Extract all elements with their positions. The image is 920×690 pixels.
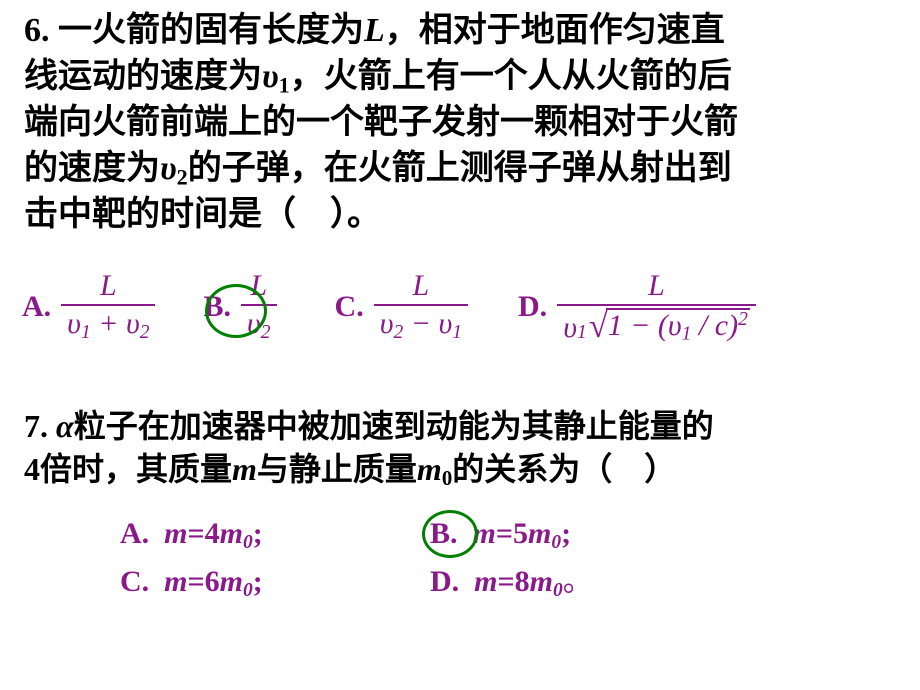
q6-b-dv: υ (247, 307, 261, 340)
q6-d-rslash: / (691, 308, 714, 341)
q6-d-dv1: υ (563, 312, 577, 344)
q6-t2b: ，火箭上有一个人从火箭的后 (290, 58, 732, 95)
q6-c-minus: − (403, 307, 438, 340)
q6-t5: 击中靶的时间是（ ）。 (24, 196, 381, 233)
q7-d-label: D. (430, 565, 459, 598)
q6-t2a: 线运动的速度为 (24, 58, 262, 95)
q7-c-lhs: m (164, 565, 187, 598)
physics-slide: 6. 一火箭的固有长度为L，相对于地面作匀速直 线运动的速度为υ1，火箭上有一个… (0, 0, 920, 690)
q6-v2: υ (160, 150, 177, 187)
q7-t1a: 粒子在加速器中被加速到动能为其静止能量的 (74, 408, 714, 444)
q7-a-rhs: m (220, 517, 243, 550)
q6-c-dv1: υ (438, 307, 452, 340)
q6-a-ds2: 2 (140, 322, 150, 343)
q6-c-label: C. (335, 290, 364, 324)
q6-d-frac: L υ1 √ 1 − (υ1 / c)2 (557, 270, 756, 344)
q6-d-num: L (648, 269, 665, 302)
q6-c-num: L (413, 269, 430, 302)
q7-c-rsub: 0 (243, 580, 253, 601)
q6-a-num: L (100, 269, 117, 302)
q7-m0s: 0 (442, 467, 452, 490)
q6-choice-c[interactable]: C. L υ2 − υ1 (335, 270, 468, 343)
q7-choice-b[interactable]: B. m=5m0; (430, 510, 571, 558)
q6-v1: υ (262, 58, 279, 95)
q7-text: 7. α粒子在加速器中被加速到动能为其静止能量的 4倍时，其质量m与静止质量m0… (24, 405, 904, 493)
q7-d-rhs: m (530, 565, 553, 598)
q7-b-eq: =5 (496, 517, 528, 550)
q7-b-label: B. (430, 517, 458, 550)
q6-t1a: 一火箭的固有长度为 (58, 12, 364, 49)
q7-choice-c[interactable]: C. m=6m0; (120, 558, 430, 606)
q6-d-rc: c (715, 308, 728, 341)
q6-t4a: 的速度为 (24, 150, 160, 187)
q7-d-lhs: m (474, 565, 497, 598)
q6-d-rs1: 1 (682, 323, 692, 344)
q6-c-ds2: 2 (393, 322, 403, 343)
q6-choice-d[interactable]: D. L υ1 √ 1 − (υ1 / c)2 (518, 270, 756, 344)
q7-c-eq: =6 (188, 565, 220, 598)
q7-d-eq: =8 (498, 565, 530, 598)
q6-a-frac: L υ1 + υ2 (61, 270, 155, 343)
q6-d-ds1: 1 (577, 323, 587, 343)
q6-c-frac: L υ2 − υ1 (374, 270, 468, 343)
q7-d-rsub: 0 (553, 580, 563, 601)
q7-a-lhs: m (164, 517, 187, 550)
q7-b-rhs: m (528, 517, 551, 550)
q7-c-label: C. (120, 565, 149, 598)
q6-d-sqrt: √ 1 − (υ1 / c)2 (589, 308, 750, 344)
q6-d-rclose: ) (728, 308, 738, 341)
q6-b-label: B. (203, 290, 231, 324)
q7-m: m (232, 451, 257, 487)
q7-d-semi: 。 (563, 565, 593, 598)
q6-c-dv2: υ (380, 307, 394, 340)
q6-d-rv1: υ (668, 308, 682, 341)
q6-b-ds: 2 (261, 322, 271, 343)
q6-choice-b[interactable]: B. L υ2 (203, 270, 276, 343)
q6-choice-a[interactable]: A. L υ1 + υ2 (22, 270, 155, 343)
q6-choices: A. L υ1 + υ2 B. L υ2 C. (22, 270, 756, 344)
q7-b-lhs: m (473, 517, 496, 550)
q7-b-semi: ; (561, 517, 571, 550)
q6-a-dv2: υ (126, 307, 140, 340)
q7-a-semi: ; (253, 517, 263, 550)
q6-c-ds1: 1 (452, 322, 462, 343)
q7-b-rsub: 0 (551, 532, 561, 553)
q7-choice-d[interactable]: D. m=8m0。 (430, 558, 593, 606)
q7-a-label: A. (120, 517, 149, 550)
q7-t2a: 4倍时，其质量 (24, 451, 232, 487)
q7-m0: m (417, 451, 442, 487)
q6-t1b: ，相对于地面作匀速直 (385, 12, 725, 49)
q7-choices: A. m=4m0; B. m=5m0; C. m=6m0; D. m=8m0。 (120, 510, 593, 606)
q6-t4b: 的子弹，在火箭上测得子弹从射出到 (188, 150, 732, 187)
q6-a-dv1: υ (67, 307, 81, 340)
q7-t2b: 与静止质量 (257, 451, 417, 487)
q6-v2s: 2 (177, 165, 188, 190)
q7-c-rhs: m (220, 565, 243, 598)
q6-d-label: D. (518, 290, 547, 324)
q6-v1s: 1 (279, 72, 290, 97)
q6-L: L (364, 12, 385, 49)
q7-a-eq: =4 (188, 517, 220, 550)
q7-alpha: α (56, 408, 74, 444)
q6-d-rsq: 2 (738, 309, 748, 330)
q6-a-plus: + (91, 307, 126, 340)
q7-number: 7. (24, 408, 48, 444)
q6-d-r1: 1 − ( (608, 308, 668, 341)
q6-number: 6. (24, 12, 50, 49)
q6-a-ds1: 1 (81, 322, 91, 343)
q6-text: 6. 一火箭的固有长度为L，相对于地面作匀速直 线运动的速度为υ1，火箭上有一个… (24, 8, 904, 238)
q6-t3: 端向火箭前端上的一个靶子发射一颗相对于火箭 (24, 104, 738, 141)
q6-a-label: A. (22, 290, 51, 324)
q7-t2c: 的关系为（ ） (452, 451, 676, 487)
q7-a-rsub: 0 (243, 532, 253, 553)
q7-c-semi: ; (253, 565, 263, 598)
q6-b-num: L (250, 269, 267, 302)
q6-b-frac: L υ2 (241, 270, 277, 343)
q7-choice-a[interactable]: A. m=4m0; (120, 510, 430, 558)
